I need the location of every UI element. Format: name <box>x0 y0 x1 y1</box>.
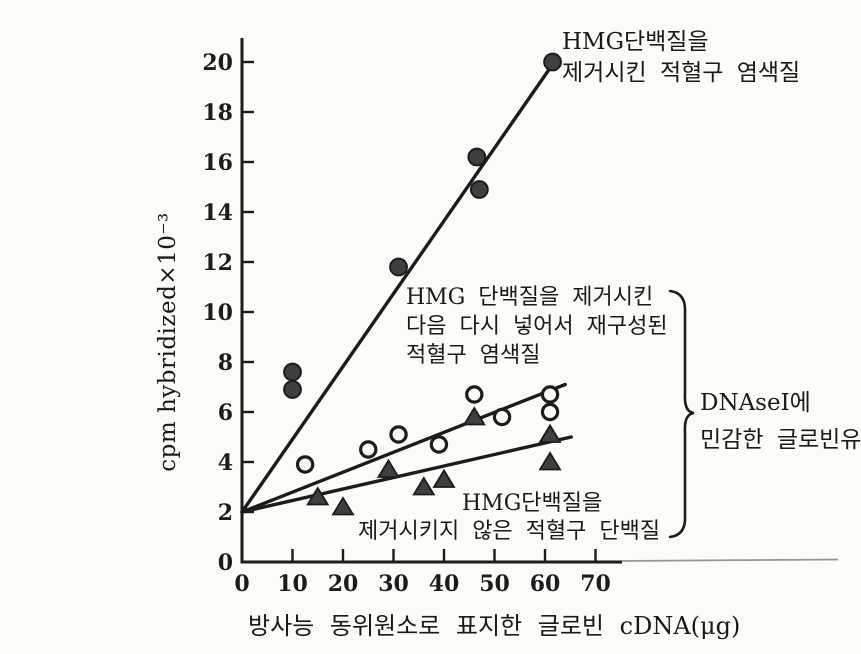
data-point-open-circle <box>429 435 449 454</box>
y-tick-label: 12 <box>202 250 233 276</box>
data-point-filled-triangle <box>538 451 562 471</box>
data-point-filled-triangle <box>331 496 355 516</box>
brace-label-line1: DNAseI에 <box>700 390 811 416</box>
series1-label-line2: 제거시킨 적혈구 염색질 <box>562 60 801 86</box>
data-point-filled-circle <box>283 380 302 399</box>
series2-label-line3: 적혈구 염색질 <box>406 343 541 368</box>
data-point-open-circle <box>540 385 560 404</box>
data-point-open-circle <box>359 440 378 459</box>
grouping-brace <box>668 289 695 539</box>
data-point-filled-triangle <box>462 406 486 426</box>
x-tick-label: 70 <box>580 571 611 597</box>
data-point-filled-triangle <box>538 423 562 443</box>
y-tick-label: 10 <box>202 300 233 326</box>
data-point-open-circle <box>389 425 408 444</box>
x-tick-label: 40 <box>429 571 460 597</box>
data-point-filled-circle <box>283 362 302 382</box>
series1-label: HMG단백질을 제거시킨 적혈구 염색질 <box>562 27 800 89</box>
y-axis-title: cpm hybridized×10⁻³ <box>155 212 181 472</box>
data-point-filled-triangle <box>412 476 436 496</box>
fit-line-series2 <box>240 382 567 514</box>
x-tick-label: 10 <box>277 571 308 597</box>
x-tick-label: 20 <box>328 571 359 597</box>
fit-line-series3 <box>240 435 573 514</box>
data-point-filled-triangle <box>432 468 456 488</box>
y-tick-label: 14 <box>202 200 233 226</box>
series2-label: HMG 단백질을 제거시킨 다음 다시 넣어서 재구성된 적혈구 염색질 <box>406 283 668 370</box>
data-point-open-circle <box>540 402 560 422</box>
data-point-open-circle <box>465 385 484 404</box>
data-point-filled-circle <box>389 257 408 277</box>
y-tick-label: 0 <box>218 550 233 576</box>
y-tick-label: 16 <box>202 150 233 176</box>
data-point-filled-triangle <box>376 458 401 478</box>
y-tick-label: 6 <box>218 400 233 426</box>
y-tick-label: 2 <box>218 500 233 526</box>
y-tick-label: 20 <box>202 50 233 76</box>
fit-line-series1 <box>240 67 551 514</box>
data-point-open-circle <box>295 455 315 474</box>
brace-label: DNAseI에 민감한 글로빈유 <box>700 385 861 459</box>
data-point-filled-circle <box>467 147 487 167</box>
x-tick-label: 50 <box>479 571 510 597</box>
series3-label-line1: HMG단백질을 <box>462 491 603 516</box>
x-axis-title: 방사능 동위원소로 표지한 글로빈 cDNA(μg) <box>248 612 741 640</box>
x-tick-label: 60 <box>530 571 561 597</box>
data-point-filled-triangle <box>306 486 330 506</box>
data-point-open-circle <box>492 407 512 427</box>
data-point-filled-circle <box>543 52 562 72</box>
y-tick-label: 18 <box>202 100 233 126</box>
series1-label-line1: HMG단백질을 <box>562 29 709 55</box>
series2-label-line2: 다음 다시 넣어서 재구성된 <box>406 314 668 339</box>
x-tick-label: 30 <box>378 571 409 597</box>
series3-label-line2: 제거시키지 않은 적혈구 단백질 <box>358 519 661 544</box>
brace-label-line2: 민감한 글로빈유 <box>700 427 861 453</box>
data-point-filled-circle <box>469 180 489 199</box>
y-tick-label: 8 <box>218 350 233 376</box>
series2-label-line1: HMG 단백질을 제거시킨 <box>406 285 654 310</box>
y-tick-label: 4 <box>218 450 233 476</box>
x-tick-label: 0 <box>234 571 249 597</box>
x-axis-faint-extension <box>621 558 839 562</box>
